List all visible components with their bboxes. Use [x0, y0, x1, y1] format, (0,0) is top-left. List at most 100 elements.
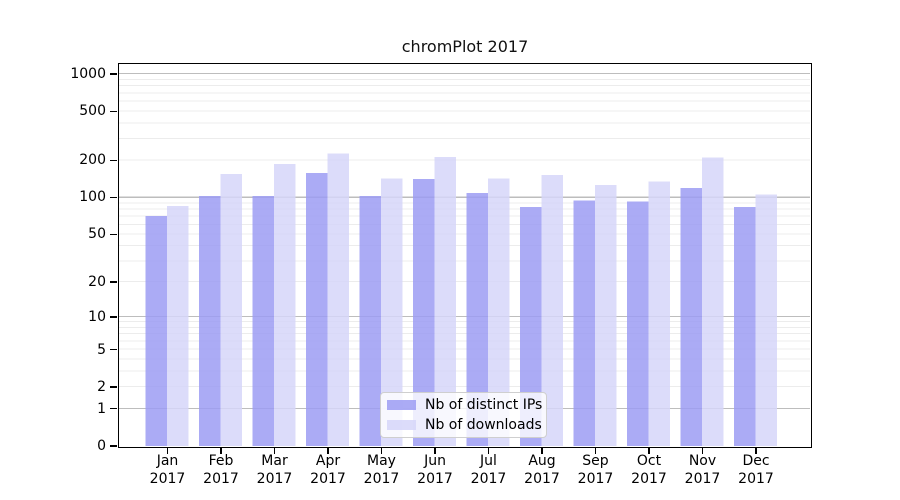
bar-downloads-sep [595, 184, 617, 446]
x-tick-label-apr: Apr 2017 [292, 453, 364, 488]
bar-downloads-feb [220, 173, 243, 446]
bar-distinct-ips-may [359, 196, 382, 446]
bar-distinct-ips-dec [734, 207, 756, 446]
bar-distinct-ips-feb [199, 196, 221, 446]
x-tick-month: May [367, 453, 396, 469]
x-tick-month: Feb [208, 453, 234, 469]
x-tick-mark-mar [273, 448, 276, 454]
x-tick-month: Aug [528, 453, 556, 469]
x-tick-mark-may [380, 448, 383, 454]
x-tick-label-feb: Feb 2017 [185, 453, 257, 488]
y-tick-label-20: 20 [88, 274, 106, 291]
y-tick-label-100: 100 [79, 189, 106, 206]
x-tick-label-jan: Jan 2017 [132, 453, 204, 488]
y-tick-label-50: 50 [88, 226, 106, 243]
bar-distinct-ips-jul [466, 193, 489, 446]
x-tick-mark-aug [541, 448, 543, 454]
x-tick-year: 2017 [524, 470, 560, 487]
bar-downloads-aug [541, 174, 564, 446]
x-tick-mark-dec [755, 448, 757, 454]
bar-downloads-jan [167, 205, 189, 446]
bar-distinct-ips-jun [413, 179, 435, 446]
bar-downloads-dec [755, 194, 778, 446]
x-tick-year: 2017 [470, 470, 507, 487]
x-tick-label-nov: Nov 2017 [667, 453, 739, 488]
y-tick-mark-500 [110, 110, 117, 112]
x-tick-label-aug: Aug 2017 [506, 453, 578, 488]
x-tick-label-oct: Oct 2017 [613, 453, 685, 488]
bar-distinct-ips-nov [680, 187, 703, 446]
bar-downloads-may [381, 178, 403, 446]
x-tick-year: 2017 [738, 470, 774, 487]
y-tick-label-2: 2 [97, 378, 106, 395]
chart-title: chromPlot 2017 [401, 37, 529, 56]
legend-item-distinct-ips: Nb of distinct IPs [387, 396, 543, 414]
x-tick-month: Oct [636, 453, 662, 469]
y-tick-label-200: 200 [79, 152, 106, 169]
x-tick-year: 2017 [577, 470, 614, 487]
y-tick-mark-200 [110, 159, 117, 162]
x-tick-mark-jul [487, 448, 490, 454]
x-tick-mark-nov [701, 448, 704, 454]
bar-downloads-mar [274, 163, 296, 446]
y-tick-mark-1000 [110, 73, 117, 75]
x-tick-year: 2017 [631, 470, 667, 487]
x-tick-mark-jun [434, 448, 436, 454]
bar-downloads-apr [327, 153, 350, 446]
x-tick-mark-apr [327, 448, 329, 454]
bar-distinct-ips-oct [627, 201, 649, 446]
bar-downloads-jul [488, 178, 510, 446]
x-tick-month: Jul [480, 453, 497, 469]
x-tick-year: 2017 [256, 470, 293, 487]
x-tick-mark-sep [594, 448, 597, 454]
legend-label-downloads: Nb of downloads [425, 417, 542, 433]
y-tick-label-500: 500 [79, 103, 106, 120]
plot-area: Nb of distinct IPs Nb of downloads [118, 63, 812, 448]
y-tick-mark-2 [110, 386, 117, 388]
y-tick-mark-1 [110, 407, 117, 410]
y-tick-label-10: 10 [88, 308, 106, 325]
x-tick-month: Jun [424, 453, 446, 469]
y-tick-mark-50 [110, 233, 117, 235]
x-tick-month: Mar [261, 453, 288, 469]
y-tick-label-1: 1 [97, 400, 106, 417]
y-tick-label-1000: 1000 [70, 65, 106, 82]
x-tick-mark-jan [166, 448, 169, 454]
plot-canvas [119, 73, 810, 446]
x-tick-year: 2017 [417, 470, 453, 487]
x-tick-mark-oct [648, 448, 650, 454]
x-tick-label-jun: Jun 2017 [399, 453, 471, 488]
bar-downloads-oct [648, 181, 671, 446]
x-tick-year: 2017 [684, 470, 721, 487]
x-tick-month: Jan [156, 453, 179, 469]
bar-distinct-ips-jan [145, 216, 168, 446]
bar-distinct-ips-aug [520, 207, 542, 446]
y-tick-mark-20 [110, 281, 117, 283]
x-tick-year: 2017 [149, 470, 186, 487]
bar-downloads-jun [434, 156, 457, 446]
y-tick-mark-100 [110, 196, 117, 199]
x-tick-label-sep: Sep 2017 [560, 453, 632, 488]
x-tick-month: Apr [315, 453, 341, 469]
y-tick-mark-10 [110, 316, 117, 318]
bar-downloads-nov [702, 157, 724, 446]
x-tick-month: Sep [582, 453, 609, 469]
x-tick-label-dec: Dec 2017 [720, 453, 792, 488]
x-tick-label-mar: Mar 2017 [239, 453, 311, 488]
x-tick-year: 2017 [363, 470, 400, 487]
x-tick-year: 2017 [203, 470, 239, 487]
legend-item-downloads: Nb of downloads [387, 416, 542, 434]
bar-distinct-ips-mar [252, 196, 275, 446]
legend-label-distinct-ips: Nb of distinct IPs [425, 397, 543, 413]
y-tick-mark-0 [110, 445, 117, 447]
y-tick-label-0: 0 [97, 438, 106, 454]
x-tick-mark-feb [220, 448, 222, 454]
x-tick-label-may: May 2017 [346, 453, 418, 488]
bar-distinct-ips-sep [573, 200, 596, 446]
legend-swatch-downloads [387, 420, 416, 430]
bar-distinct-ips-apr [306, 173, 328, 446]
legend-swatch-distinct-ips [387, 400, 416, 410]
x-tick-month: Dec [742, 453, 770, 469]
y-tick-label-5: 5 [97, 341, 106, 358]
